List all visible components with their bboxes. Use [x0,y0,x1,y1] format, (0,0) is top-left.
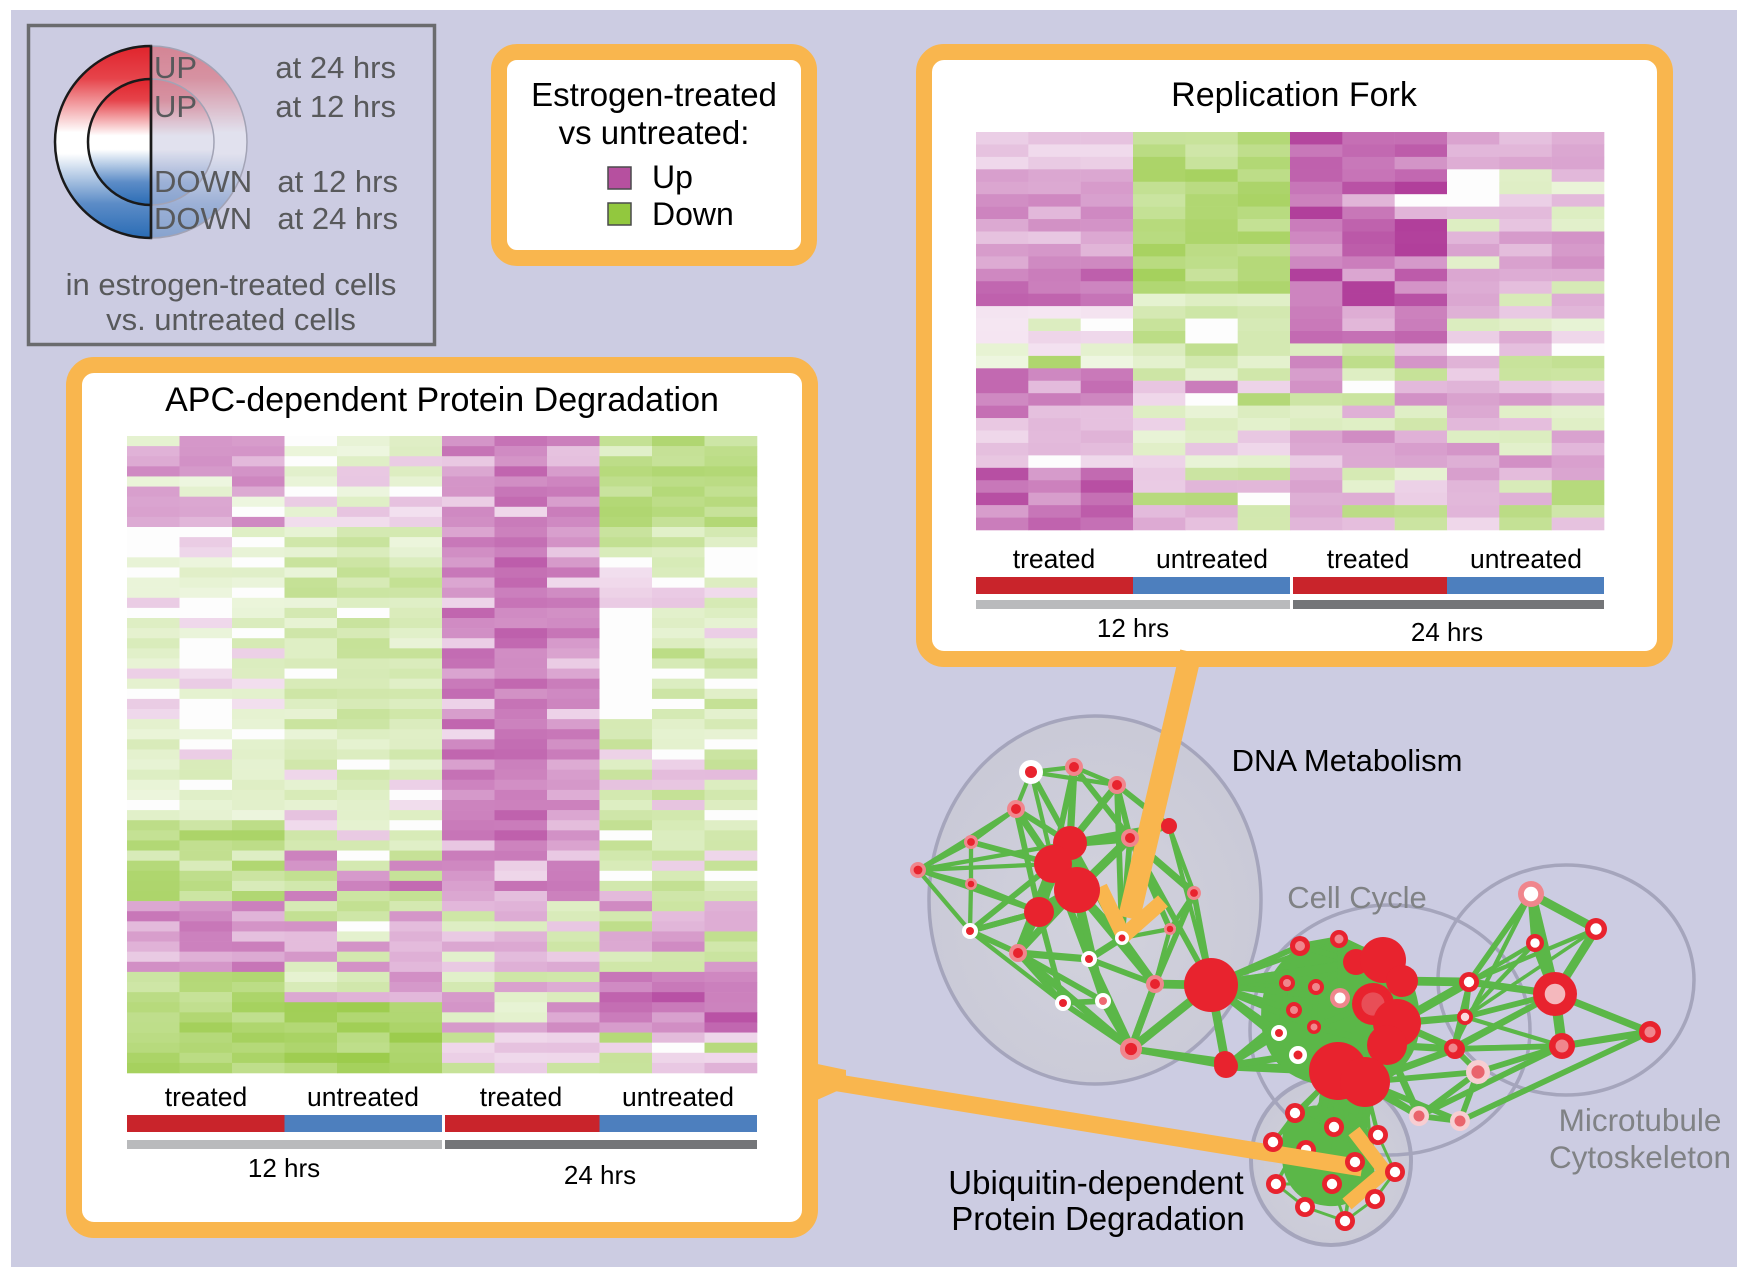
svg-text:at 12 hrs: at 12 hrs [277,164,398,199]
svg-text:24 hrs: 24 hrs [1411,617,1483,647]
svg-text:untreated: untreated [307,1082,419,1112]
svg-text:untreated: untreated [622,1082,734,1112]
svg-text:DNA Metabolism: DNA Metabolism [1232,743,1463,778]
svg-text:Ubiquitin-dependent: Ubiquitin-dependent [948,1164,1243,1201]
svg-text:APC-dependent Protein Degradat: APC-dependent Protein Degradation [165,381,719,419]
svg-text:Cell Cycle: Cell Cycle [1287,880,1427,915]
svg-text:vs. untreated cells: vs. untreated cells [106,302,356,337]
svg-text:treated: treated [165,1082,248,1112]
svg-text:UP: UP [154,50,197,85]
svg-text:Estrogen-treated: Estrogen-treated [531,76,777,113]
svg-text:Up: Up [652,159,693,195]
svg-text:Replication Fork: Replication Fork [1171,76,1418,114]
svg-text:at 12 hrs: at 12 hrs [275,89,396,124]
svg-text:at 24 hrs: at 24 hrs [275,50,396,85]
svg-text:12 hrs: 12 hrs [248,1153,320,1183]
svg-text:DOWN: DOWN [154,164,252,199]
svg-text:treated: treated [1327,544,1410,574]
svg-text:untreated: untreated [1470,544,1582,574]
svg-text:Cytoskeleton: Cytoskeleton [1549,1139,1731,1175]
svg-text:24 hrs: 24 hrs [564,1160,636,1190]
svg-text:treated: treated [1013,544,1096,574]
svg-text:12 hrs: 12 hrs [1097,613,1169,643]
svg-text:UP: UP [154,89,197,124]
svg-text:untreated: untreated [1156,544,1268,574]
svg-text:Down: Down [652,196,734,232]
svg-text:in estrogen-treated cells: in estrogen-treated cells [66,267,397,302]
svg-text:DOWN: DOWN [154,201,252,236]
svg-text:Protein Degradation: Protein Degradation [951,1200,1245,1237]
svg-text:Microtubule: Microtubule [1559,1102,1722,1138]
svg-text:at 24 hrs: at 24 hrs [277,201,398,236]
svg-text:treated: treated [480,1082,563,1112]
svg-text:vs untreated:: vs untreated: [559,114,750,151]
